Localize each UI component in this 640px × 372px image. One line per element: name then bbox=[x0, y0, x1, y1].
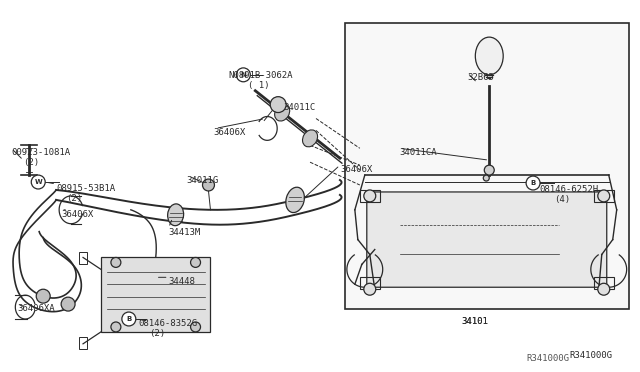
Text: 34448: 34448 bbox=[169, 277, 196, 286]
Ellipse shape bbox=[286, 187, 305, 212]
Text: N0891B-3062A: N0891B-3062A bbox=[228, 71, 293, 80]
Text: ( 1): ( 1) bbox=[248, 81, 270, 90]
Text: W: W bbox=[35, 179, 42, 185]
Bar bbox=[594, 277, 614, 289]
Text: B: B bbox=[126, 316, 131, 322]
Circle shape bbox=[598, 190, 610, 202]
Ellipse shape bbox=[275, 104, 290, 121]
Circle shape bbox=[484, 165, 494, 175]
Text: (2): (2) bbox=[23, 158, 40, 167]
Text: N: N bbox=[241, 72, 246, 78]
Bar bbox=[345, 23, 628, 309]
Text: 36406X: 36406X bbox=[214, 128, 246, 137]
Text: R341000G: R341000G bbox=[569, 351, 612, 360]
Text: 32B65: 32B65 bbox=[467, 73, 494, 82]
Text: 34011G: 34011G bbox=[187, 176, 219, 185]
Bar bbox=[79, 337, 87, 349]
Text: 34413M: 34413M bbox=[169, 228, 201, 237]
Circle shape bbox=[270, 97, 286, 113]
Circle shape bbox=[191, 257, 200, 267]
Circle shape bbox=[111, 257, 121, 267]
Circle shape bbox=[122, 312, 136, 326]
Ellipse shape bbox=[303, 130, 317, 147]
Text: B: B bbox=[531, 180, 536, 186]
Circle shape bbox=[191, 322, 200, 332]
Text: (2): (2) bbox=[148, 329, 165, 338]
Text: 00923-1081A: 00923-1081A bbox=[12, 148, 70, 157]
Circle shape bbox=[598, 283, 610, 295]
Bar bbox=[79, 253, 87, 264]
Ellipse shape bbox=[168, 204, 184, 226]
Text: R341000G: R341000G bbox=[526, 354, 569, 363]
FancyBboxPatch shape bbox=[367, 192, 607, 287]
Text: 08915-53B1A: 08915-53B1A bbox=[56, 184, 115, 193]
Text: 34101: 34101 bbox=[461, 317, 488, 326]
Text: 34011C: 34011C bbox=[283, 103, 316, 112]
Bar bbox=[360, 277, 380, 289]
Bar bbox=[101, 257, 211, 332]
Text: (4): (4) bbox=[554, 195, 570, 204]
Text: 08146-8352G: 08146-8352G bbox=[139, 319, 198, 328]
Circle shape bbox=[61, 297, 75, 311]
Circle shape bbox=[364, 283, 376, 295]
Ellipse shape bbox=[476, 37, 503, 75]
Text: 34101: 34101 bbox=[461, 317, 488, 326]
Text: 36406XA: 36406XA bbox=[17, 304, 55, 313]
Circle shape bbox=[31, 175, 45, 189]
Circle shape bbox=[526, 176, 540, 190]
Text: (2): (2) bbox=[66, 194, 82, 203]
Circle shape bbox=[364, 190, 376, 202]
Text: 34011CA: 34011CA bbox=[399, 148, 437, 157]
Circle shape bbox=[483, 175, 489, 181]
Text: 36406X: 36406X bbox=[340, 165, 372, 174]
Circle shape bbox=[36, 289, 50, 303]
Circle shape bbox=[202, 179, 214, 191]
Text: 36406X: 36406X bbox=[61, 210, 93, 219]
Circle shape bbox=[236, 68, 250, 82]
Circle shape bbox=[111, 322, 121, 332]
Text: 08146-6252H: 08146-6252H bbox=[539, 185, 598, 194]
Bar bbox=[594, 190, 614, 202]
Bar bbox=[360, 190, 380, 202]
